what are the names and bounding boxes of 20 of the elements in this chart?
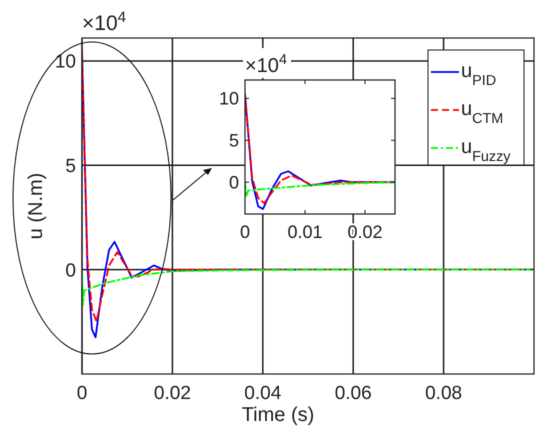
annotation: ×10$^{4}$	[245, 52, 287, 77]
x-tick-label: 0.04	[244, 383, 282, 404]
y-tick-label: 10	[54, 52, 76, 73]
x-axis-title: Time (s)	[242, 404, 314, 426]
y-tick-label: 0	[228, 172, 239, 192]
y-tick-label: 0	[65, 260, 76, 282]
y-tick-label: 10	[218, 88, 239, 109]
x-tick-label: 0.02	[154, 383, 191, 404]
legend-label: u$_{Fuzzy}$	[461, 136, 512, 165]
y-tick-label: 5	[228, 130, 239, 151]
y-tick-label: 5	[65, 156, 76, 177]
legend-label: u$_{CTM}$	[461, 98, 504, 127]
y-axis-title: u (N.m)	[25, 172, 47, 240]
x-tick-label: 0.06	[334, 383, 372, 404]
legend-label: u$_{PID}$	[461, 60, 496, 89]
line-series	[245, 181, 395, 198]
x-tick-label: 0.08	[425, 383, 462, 404]
line-series	[82, 268, 534, 306]
x-tick-label: 0.01	[287, 222, 323, 242]
text: ×10$^{4}$	[82, 8, 126, 35]
